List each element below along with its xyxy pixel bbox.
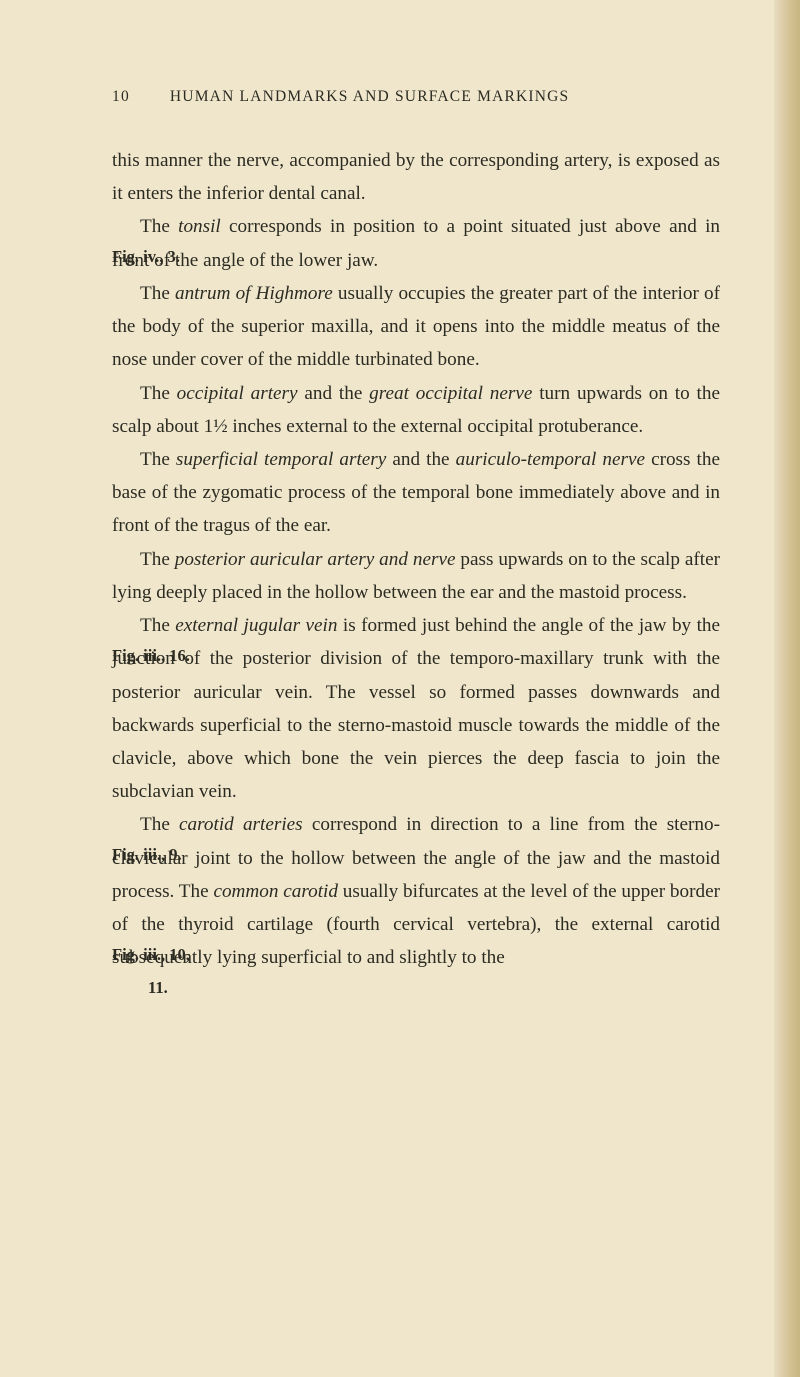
paragraph-block: Fig. iv., 3. The tonsil corresponds in p… [112,210,720,276]
paragraph: The posterior auricular artery and nerve… [112,543,720,609]
figure-ref: Fig. iii., 10, [112,941,190,970]
figure-ref: Fig. iii., 16. [112,642,190,671]
running-title: HUMAN LANDMARKS AND SURFACE MARKINGS [170,88,569,106]
paragraph: The external jugular vein is formed just… [112,609,720,808]
paragraph: this manner the nerve, accompanied by th… [112,144,720,210]
paragraph-block: Fig. iii., 9. Fig. iii., 10, 11. The car… [112,808,720,974]
figure-ref: Fig. iii., 9. [112,841,182,870]
figure-ref: Fig. iv., 3. [112,243,180,272]
body-text: this manner the nerve, accompanied by th… [112,144,720,974]
figure-ref: 11. [148,974,168,1003]
document-page: 10 HUMAN LANDMARKS AND SURFACE MARKINGS … [0,0,800,1377]
page-edge-shadow [774,0,800,1377]
page-number: 10 [112,88,130,106]
paragraph: The occipital artery and the great occip… [112,377,720,443]
running-head: 10 HUMAN LANDMARKS AND SURFACE MARKINGS [112,88,720,106]
paragraph: The tonsil corresponds in position to a … [112,210,720,276]
paragraph-block: Fig. iii., 16. The external jugular vein… [112,609,720,808]
paragraph: The carotid arteries correspond in direc… [112,808,720,974]
paragraph: The antrum of Highmore usually occupies … [112,277,720,377]
paragraph: The superficial temporal artery and the … [112,443,720,543]
